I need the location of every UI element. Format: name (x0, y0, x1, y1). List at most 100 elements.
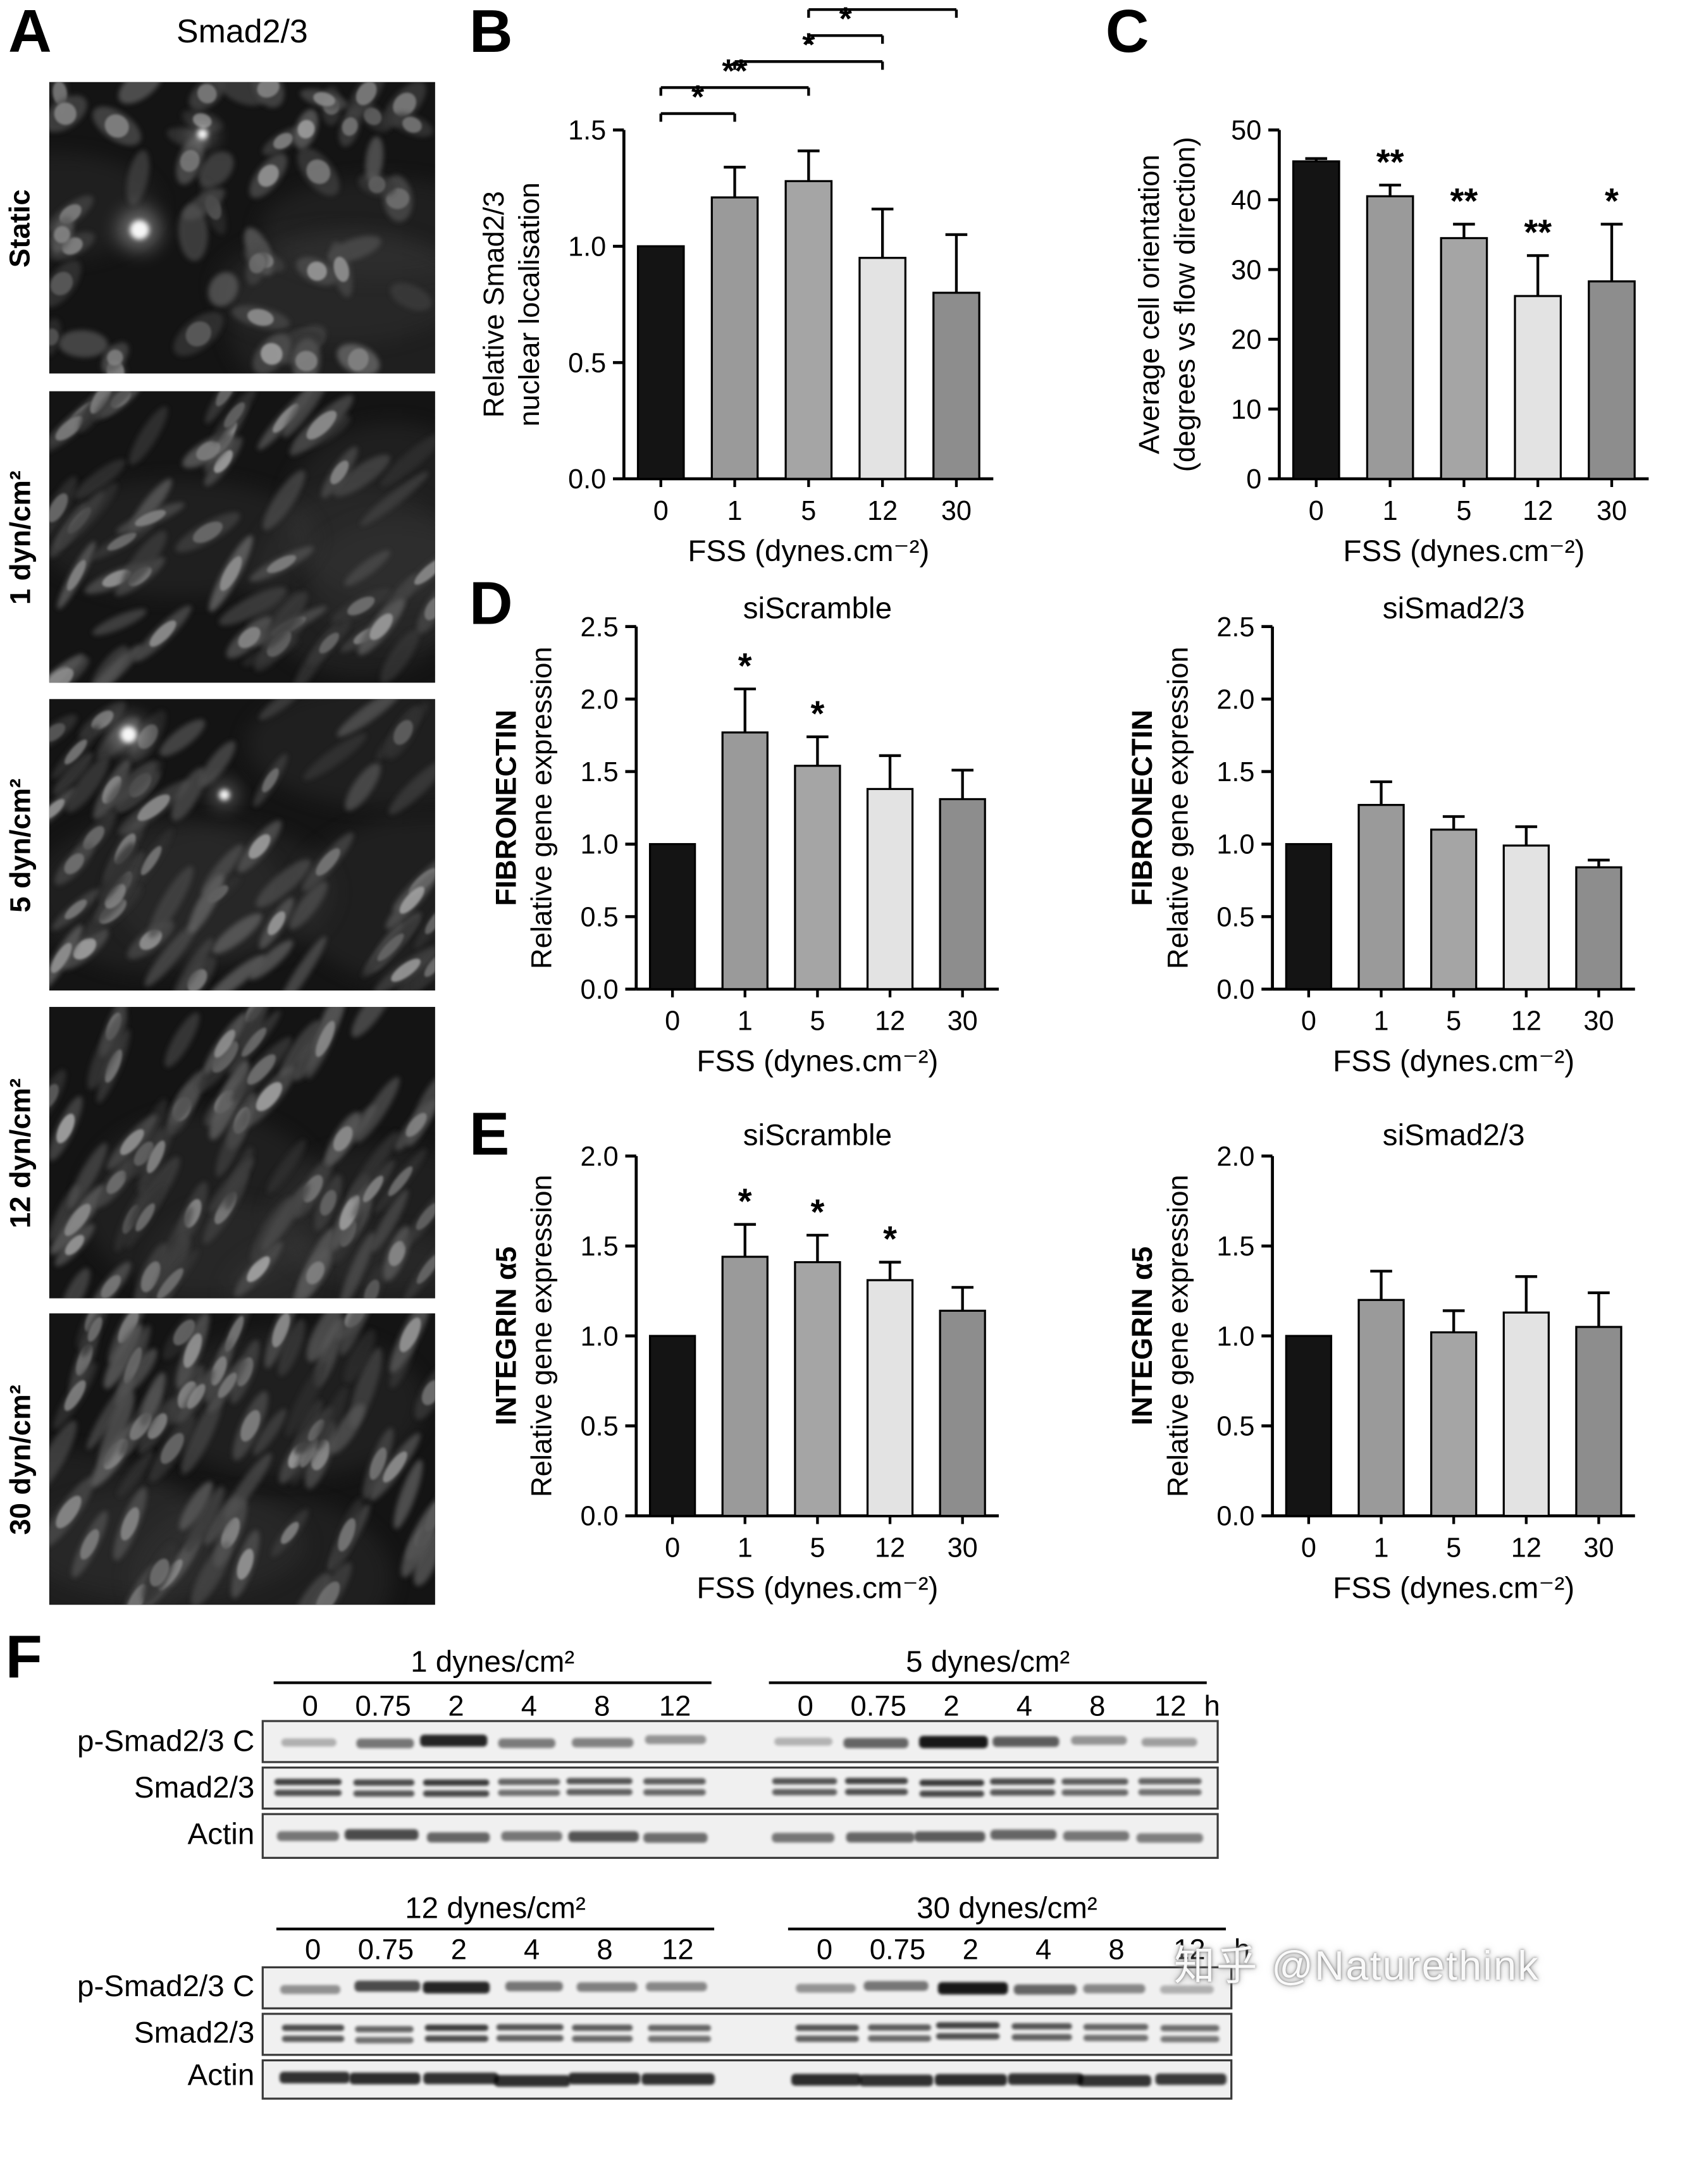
svg-text:0.0: 0.0 (568, 464, 606, 495)
svg-text:*: * (691, 79, 705, 116)
svg-text:30: 30 (948, 1533, 978, 1563)
micrograph-12dyn (49, 1006, 435, 1299)
bar (1357, 1299, 1405, 1517)
watermark: 知乎 @Naturethink (1173, 1944, 1540, 1990)
svg-text:siSmad2/3: siSmad2/3 (1383, 1118, 1525, 1152)
svg-text:5: 5 (801, 496, 816, 526)
svg-text:0.5: 0.5 (581, 1412, 619, 1442)
svg-text:nuclear localisation: nuclear localisation (513, 182, 545, 426)
chart-cell-orientation: 0 10 20 30 40 50 Average cell orientation (degr… (1094, 0, 1687, 577)
svg-text:30: 30 (941, 496, 972, 526)
micrograph-label-text: 5 dyn/cm² (5, 777, 37, 912)
bar (1502, 1311, 1550, 1517)
svg-text:FSS (dynes.cm⁻²): FSS (dynes.cm⁻²) (1333, 1045, 1574, 1078)
svg-text:12: 12 (875, 1006, 905, 1037)
svg-text:siSmad2/3: siSmad2/3 (1383, 592, 1525, 626)
micrograph-label-text: Static (5, 188, 37, 267)
svg-text:Relative gene expression: Relative gene expression (526, 646, 558, 969)
svg-text:30 dynes/cm²: 30 dynes/cm² (917, 1892, 1097, 1925)
bar (721, 731, 769, 990)
bar (721, 1255, 769, 1517)
svg-text:0: 0 (302, 1689, 318, 1722)
svg-text:0.0: 0.0 (1216, 1502, 1254, 1532)
svg-text:FSS (dynes.cm⁻²): FSS (dynes.cm⁻²) (696, 1571, 938, 1605)
panel-a-title: Smad2/3 (176, 13, 308, 51)
svg-text:12: 12 (875, 1533, 905, 1563)
bar (1285, 1335, 1333, 1517)
svg-text:Smad2/3: Smad2/3 (134, 1771, 254, 1805)
svg-text:4: 4 (524, 1933, 540, 1965)
svg-text:12: 12 (662, 1933, 694, 1965)
svg-text:5: 5 (810, 1006, 825, 1037)
svg-text:5 dynes/cm²: 5 dynes/cm² (906, 1645, 1070, 1679)
bar (1588, 280, 1636, 480)
bar (866, 787, 914, 990)
svg-text:2: 2 (943, 1689, 959, 1722)
panel-a-letter: A (8, 0, 52, 66)
svg-text:5: 5 (1446, 1006, 1461, 1037)
svg-text:1: 1 (727, 496, 742, 526)
bar (1366, 195, 1414, 480)
svg-text:5: 5 (810, 1533, 825, 1563)
svg-text:p-Smad2/3 C: p-Smad2/3 C (77, 1725, 254, 1758)
chart-svg: 0.0 0.5 1.0 1.5 2.0 2.5 siScramble FIBRONECTIN R… (490, 592, 999, 1078)
chart-fibronectin-siscramble: 0.0 0.5 1.0 1.5 2.0 2.5 siScramble FIBRONECTIN R… (486, 586, 1033, 1115)
bar (858, 257, 906, 480)
micrograph-svg (49, 1006, 435, 1299)
bar (710, 196, 759, 480)
micrograph-label-12dyn: 12 dyn/cm² (0, 1007, 44, 1299)
svg-text:FIBRONECTIN: FIBRONECTIN (490, 710, 522, 906)
chart-svg: 0.0 0.5 1.0 1.5 2.0 siSmad2/3 INTEGRIN α5 Relat… (1126, 1118, 1635, 1605)
svg-text:**: ** (1524, 213, 1552, 252)
bar (939, 798, 986, 990)
svg-text:1.0: 1.0 (581, 1321, 619, 1352)
svg-text:siScramble: siScramble (743, 1118, 892, 1152)
svg-text:0: 0 (817, 1933, 832, 1965)
bar (932, 292, 980, 480)
svg-text:(degrees vs flow direction): (degrees vs flow direction) (1168, 137, 1201, 472)
svg-text:12: 12 (1173, 1933, 1206, 1965)
micrograph-svg (49, 391, 435, 683)
svg-text:5: 5 (1446, 1533, 1461, 1563)
svg-text:50: 50 (1231, 116, 1261, 146)
svg-text:Relative Smad2/3: Relative Smad2/3 (478, 191, 510, 417)
svg-text:*: * (810, 1192, 824, 1232)
svg-text:0: 0 (653, 496, 669, 526)
svg-text:0.5: 0.5 (1216, 1412, 1254, 1442)
svg-text:2.0: 2.0 (581, 684, 619, 715)
svg-text:2.5: 2.5 (581, 612, 619, 643)
blot-svg: 1 dynes/cm² 0 0.75 2 4 8 12 5 dynes/cm² 0 0.75 2 4 8… (77, 1645, 1220, 1859)
micrograph-static (49, 82, 435, 374)
svg-text:1: 1 (1374, 1006, 1389, 1037)
micrograph-label-30dyn: 30 dyn/cm² (0, 1313, 44, 1605)
micrograph-svg (49, 699, 435, 991)
svg-text:INTEGRIN α5: INTEGRIN α5 (1126, 1247, 1158, 1426)
micrograph-svg (49, 1313, 435, 1605)
micrograph-label-text: 12 dyn/cm² (5, 1077, 37, 1228)
svg-text:Relative gene expression: Relative gene expression (1161, 1175, 1194, 1497)
svg-text:0: 0 (1301, 1006, 1316, 1037)
svg-text:0.0: 0.0 (1216, 975, 1254, 1005)
chart-integrin-a5-siscramble: 0.0 0.5 1.0 1.5 2.0 siScramble INTEGRIN α5 Rela… (486, 1113, 1033, 1632)
svg-text:12: 12 (867, 496, 898, 526)
svg-text:0: 0 (1246, 464, 1261, 495)
chart-svg: 0.0 0.5 1.0 1.5 2.0 2.5 siSmad2/3 FIBRONECTIN Re… (1126, 592, 1635, 1078)
svg-text:0.5: 0.5 (1216, 902, 1254, 932)
micrograph-label-text: 1 dyn/cm² (5, 469, 37, 604)
svg-text:*: * (802, 27, 815, 64)
svg-text:*: * (810, 694, 824, 734)
bar (866, 1279, 914, 1517)
svg-text:30: 30 (1583, 1006, 1614, 1037)
panel-b-letter: B (469, 0, 513, 66)
svg-text:8: 8 (1108, 1933, 1124, 1965)
svg-text:1.0: 1.0 (1216, 1321, 1254, 1352)
micrograph-label-text: 30 dyn/cm² (5, 1384, 37, 1534)
svg-text:4: 4 (1035, 1933, 1051, 1965)
bar (648, 1335, 696, 1517)
svg-text:**: ** (1450, 181, 1478, 221)
micrograph-1dyn (49, 391, 435, 683)
svg-text:*: * (883, 1219, 897, 1259)
svg-text:0: 0 (798, 1689, 813, 1722)
